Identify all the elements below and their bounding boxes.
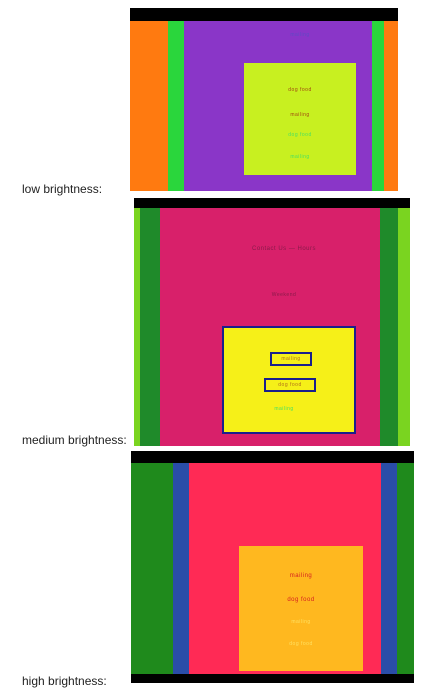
- bottom-black-bar: [131, 674, 414, 683]
- low-brightness-image: mailing dog food mailing dog food mailin…: [130, 8, 398, 191]
- right-green-band: [380, 208, 398, 446]
- top-black-bar: [130, 8, 398, 21]
- text-subheading: Weekend: [271, 292, 297, 298]
- medium-brightness-image: Contact Us — Hours Weekend mailing dog f…: [134, 198, 410, 446]
- left-green-band: [140, 208, 160, 446]
- text-line-1: dog food: [288, 87, 312, 93]
- orange-card: [239, 546, 363, 671]
- selection-outline: [222, 326, 356, 434]
- text-line-4: mailing: [290, 154, 310, 160]
- low-brightness-label: low brightness:: [22, 182, 103, 196]
- text-line-2: mailing: [290, 112, 310, 118]
- yellow-card: [224, 328, 354, 433]
- text-line-2: dog food: [287, 597, 315, 603]
- text-line-3: dog food: [288, 132, 312, 138]
- high-brightness-image: mailing dog food mailing dog food: [131, 451, 414, 683]
- text-line-1: mailing: [281, 356, 301, 362]
- highlight-box-2: [264, 378, 316, 392]
- top-black-bar: [131, 451, 414, 463]
- left-blue-band: [173, 463, 189, 683]
- text-line-3: mailing: [291, 619, 311, 625]
- text-line-4: dog food: [289, 641, 313, 647]
- text-heading: Contact Us — Hours: [251, 246, 317, 252]
- yellow-card: [244, 63, 356, 175]
- top-black-bar: [134, 198, 410, 208]
- right-blue-band: [381, 463, 397, 683]
- left-green-band: [168, 21, 184, 191]
- high-brightness-label: high brightness:: [22, 674, 107, 688]
- text-line-1: mailing: [289, 573, 313, 579]
- text-top: mailing: [290, 32, 310, 38]
- text-line-3: mailing: [274, 406, 294, 412]
- medium-brightness-label: medium brightness:: [22, 433, 127, 447]
- right-green-band: [372, 21, 384, 191]
- highlight-box-1: [270, 352, 312, 366]
- text-line-2: dog food: [278, 382, 302, 388]
